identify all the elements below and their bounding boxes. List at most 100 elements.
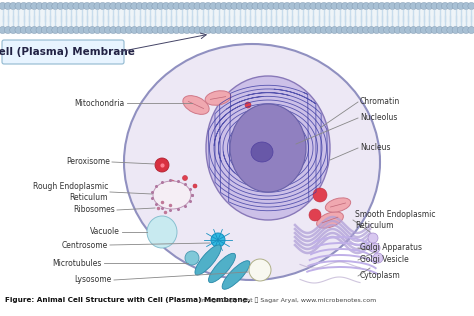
Ellipse shape: [305, 3, 311, 9]
Ellipse shape: [136, 3, 143, 9]
Ellipse shape: [442, 3, 448, 9]
Ellipse shape: [305, 27, 311, 33]
Text: Ribosomes: Ribosomes: [73, 205, 115, 215]
Ellipse shape: [263, 27, 269, 33]
Ellipse shape: [115, 3, 122, 9]
Ellipse shape: [431, 27, 438, 33]
Ellipse shape: [185, 251, 199, 265]
Ellipse shape: [331, 3, 338, 9]
Ellipse shape: [347, 3, 354, 9]
Ellipse shape: [168, 27, 174, 33]
Ellipse shape: [4, 27, 11, 33]
Ellipse shape: [73, 3, 80, 9]
Ellipse shape: [52, 27, 59, 33]
Ellipse shape: [236, 27, 243, 33]
Ellipse shape: [220, 27, 228, 33]
Ellipse shape: [273, 3, 280, 9]
Ellipse shape: [231, 3, 238, 9]
Ellipse shape: [146, 3, 154, 9]
Ellipse shape: [20, 3, 27, 9]
Ellipse shape: [341, 3, 348, 9]
Text: Golgi Apparatus: Golgi Apparatus: [360, 244, 422, 252]
Ellipse shape: [104, 27, 111, 33]
Ellipse shape: [336, 3, 343, 9]
Ellipse shape: [205, 27, 211, 33]
Ellipse shape: [36, 27, 43, 33]
Ellipse shape: [178, 3, 185, 9]
Ellipse shape: [52, 3, 59, 9]
Ellipse shape: [320, 27, 328, 33]
Ellipse shape: [83, 3, 91, 9]
Ellipse shape: [383, 3, 391, 9]
Ellipse shape: [110, 3, 117, 9]
Ellipse shape: [241, 27, 248, 33]
Ellipse shape: [182, 175, 188, 180]
Ellipse shape: [347, 27, 354, 33]
Ellipse shape: [352, 27, 359, 33]
Ellipse shape: [73, 27, 80, 33]
Ellipse shape: [257, 27, 264, 33]
Text: Smooth Endoplasmic
Reticulum: Smooth Endoplasmic Reticulum: [355, 210, 436, 230]
Ellipse shape: [273, 27, 280, 33]
Ellipse shape: [405, 3, 411, 9]
Text: Cytoplasm: Cytoplasm: [360, 271, 401, 281]
Ellipse shape: [124, 44, 380, 280]
Ellipse shape: [245, 102, 251, 108]
Ellipse shape: [251, 142, 273, 162]
Ellipse shape: [317, 212, 343, 228]
FancyBboxPatch shape: [2, 40, 124, 64]
Ellipse shape: [426, 3, 433, 9]
Ellipse shape: [78, 27, 85, 33]
Ellipse shape: [222, 261, 250, 289]
Ellipse shape: [336, 27, 343, 33]
Ellipse shape: [394, 27, 401, 33]
Ellipse shape: [141, 3, 148, 9]
Ellipse shape: [436, 3, 443, 9]
Ellipse shape: [152, 27, 159, 33]
Ellipse shape: [189, 3, 196, 9]
Ellipse shape: [368, 233, 378, 243]
Ellipse shape: [394, 3, 401, 9]
Ellipse shape: [136, 27, 143, 33]
Ellipse shape: [183, 3, 191, 9]
Ellipse shape: [146, 27, 154, 33]
Ellipse shape: [205, 3, 211, 9]
Ellipse shape: [289, 3, 296, 9]
Ellipse shape: [294, 3, 301, 9]
Ellipse shape: [331, 27, 338, 33]
Ellipse shape: [94, 27, 101, 33]
Text: Chromatin: Chromatin: [360, 98, 400, 106]
Ellipse shape: [0, 3, 6, 9]
Ellipse shape: [0, 27, 6, 33]
Text: Figure: Animal Cell Structure with Cell (Plasma) Membrane,: Figure: Animal Cell Structure with Cell …: [5, 297, 250, 303]
Ellipse shape: [209, 253, 236, 283]
Ellipse shape: [141, 27, 148, 33]
Ellipse shape: [31, 3, 38, 9]
Ellipse shape: [315, 27, 322, 33]
Ellipse shape: [46, 3, 54, 9]
Bar: [0, 2, 474, 34]
Ellipse shape: [211, 233, 225, 247]
Ellipse shape: [426, 27, 433, 33]
Ellipse shape: [370, 243, 380, 253]
Ellipse shape: [9, 27, 17, 33]
Ellipse shape: [457, 27, 465, 33]
Text: Rough Endoplasmic
Reticulum: Rough Endoplasmic Reticulum: [33, 182, 108, 202]
Ellipse shape: [36, 3, 43, 9]
Ellipse shape: [215, 27, 222, 33]
Ellipse shape: [452, 3, 459, 9]
Ellipse shape: [241, 3, 248, 9]
Ellipse shape: [415, 3, 422, 9]
Ellipse shape: [155, 158, 169, 172]
Ellipse shape: [63, 27, 69, 33]
Ellipse shape: [246, 3, 254, 9]
Ellipse shape: [246, 27, 254, 33]
Ellipse shape: [420, 3, 428, 9]
Ellipse shape: [463, 27, 470, 33]
Ellipse shape: [300, 3, 306, 9]
Ellipse shape: [252, 3, 259, 9]
Ellipse shape: [294, 27, 301, 33]
Ellipse shape: [41, 3, 48, 9]
Ellipse shape: [226, 3, 233, 9]
Ellipse shape: [205, 91, 231, 105]
